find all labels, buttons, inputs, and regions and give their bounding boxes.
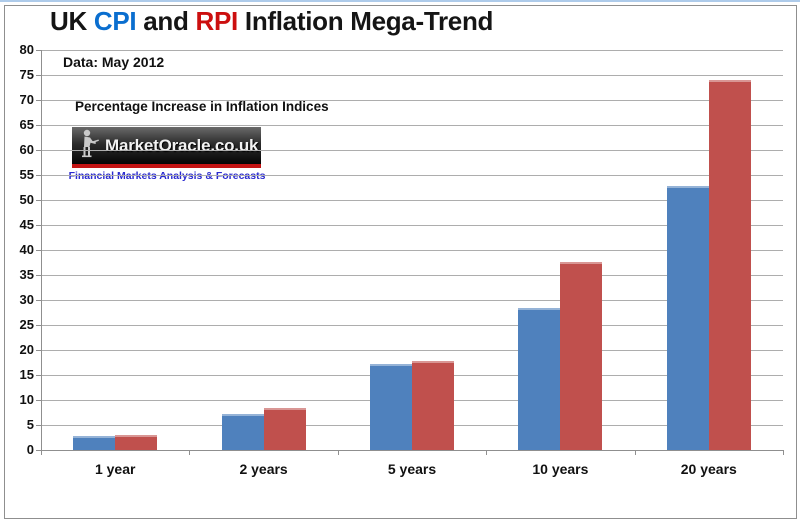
y-axis-tick-label: 60 — [19, 142, 34, 157]
page-top-border — [0, 0, 800, 2]
bar-rpi-20-years — [708, 80, 751, 450]
bar-cpi-2-years — [221, 413, 264, 450]
bar-rpi-2-years — [263, 408, 306, 450]
gridline — [41, 300, 783, 301]
gridline — [41, 225, 783, 226]
chart-title-part: UK — [50, 6, 94, 36]
bar-cpi-5-years — [370, 364, 412, 450]
x-axis-tick — [486, 450, 488, 455]
y-axis-tick — [36, 375, 41, 376]
y-axis-tick — [36, 225, 41, 226]
chart-title-part: RPI — [195, 6, 239, 36]
y-axis-tick — [36, 275, 41, 276]
y-axis-tick — [36, 200, 41, 201]
y-axis-tick-label: 80 — [19, 42, 34, 57]
x-axis-label-1-year: 1 year — [94, 461, 136, 477]
y-axis-tick — [36, 300, 41, 301]
y-axis-tick-label: 15 — [19, 367, 34, 382]
x-axis-label-5-years: 5 years — [387, 461, 437, 477]
y-axis-tick — [36, 325, 41, 326]
x-axis-label-20-years: 20 years — [680, 461, 737, 477]
y-axis-tick — [36, 400, 41, 401]
y-axis-tick — [36, 150, 41, 151]
x-axis-line — [36, 450, 784, 451]
chart-title-part: CPI — [93, 6, 137, 36]
logo-tagline: Financial Markets Analysis & Forecasts — [68, 170, 266, 182]
bar-cpi-10-years — [518, 308, 561, 450]
y-axis-tick — [36, 350, 41, 351]
x-axis-tick — [634, 450, 636, 455]
gridline — [41, 75, 783, 76]
y-axis-tick-label: 55 — [19, 167, 34, 182]
gridline — [41, 100, 783, 101]
data-note: Data: May 2012 — [63, 54, 165, 70]
y-axis-tick-label: 0 — [26, 442, 34, 457]
x-axis-label-2-years: 2 years — [239, 461, 288, 477]
logo-banner: MarketOracle.co.uk — [72, 127, 261, 164]
y-axis-tick-label: 30 — [19, 292, 34, 307]
y-axis-tick-label: 20 — [19, 342, 34, 357]
gridline — [41, 175, 783, 176]
x-axis-tick — [337, 450, 339, 455]
bar-rpi-5-years — [412, 361, 454, 450]
y-axis-tick-label: 50 — [19, 192, 34, 207]
y-axis-tick — [36, 100, 41, 101]
x-axis-label-10-years: 10 years — [532, 461, 589, 477]
bar-rpi-10-years — [560, 261, 603, 450]
y-axis-tick-label: 35 — [19, 267, 34, 282]
y-axis-tick — [36, 50, 41, 51]
bar-cpi-20-years — [666, 186, 709, 450]
gridline — [41, 200, 783, 201]
y-axis-tick — [36, 75, 41, 76]
seated-reader-silhouette-icon — [76, 128, 102, 163]
x-axis-tick — [189, 450, 191, 455]
y-axis-line — [41, 50, 42, 455]
y-axis-tick-label: 40 — [19, 242, 34, 257]
chart-title-part: Inflation Mega-Trend — [237, 6, 494, 36]
logo-red-strip — [72, 164, 261, 168]
chart-title: UK CPI and RPI Inflation Mega-Trend — [50, 6, 493, 37]
logo-brand-text: MarketOracle.co.uk — [105, 135, 259, 155]
y-axis-tick-label: 75 — [19, 67, 34, 82]
chart-title-part: and — [136, 6, 196, 36]
y-axis-tick — [36, 425, 41, 426]
y-axis-tick-label: 25 — [19, 317, 34, 332]
x-axis-tick — [783, 450, 784, 455]
y-axis-tick-label: 65 — [19, 117, 34, 132]
y-axis-tick — [36, 250, 41, 251]
bar-rpi-1-year — [115, 434, 158, 450]
y-axis-tick-label: 10 — [19, 392, 34, 407]
y-axis-tick-label: 5 — [26, 417, 34, 432]
y-axis-tick-label: 70 — [19, 92, 34, 107]
y-axis-tick — [36, 125, 41, 126]
gridline — [41, 150, 783, 151]
gridline — [41, 350, 783, 351]
gridline — [41, 125, 783, 126]
gridline — [41, 250, 783, 251]
gridline — [41, 275, 783, 276]
x-axis-tick — [41, 450, 42, 455]
y-axis-tick — [36, 175, 41, 176]
gridline — [41, 50, 783, 51]
gridline — [41, 325, 783, 326]
axis-description-label: Percentage Increase in Inflation Indices — [75, 99, 329, 114]
y-axis-tick-label: 45 — [19, 217, 34, 232]
bar-cpi-1-year — [73, 436, 116, 450]
